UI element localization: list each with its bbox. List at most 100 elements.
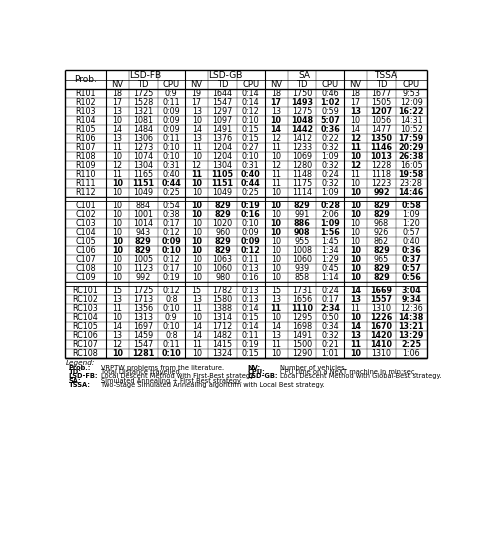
Text: 16:05: 16:05 (400, 161, 422, 170)
Text: 14: 14 (271, 125, 282, 134)
Text: SA: SA (299, 71, 311, 80)
Text: 10: 10 (192, 188, 202, 197)
Text: 0:57: 0:57 (401, 264, 421, 273)
Text: RC103: RC103 (72, 304, 98, 313)
Text: 1528: 1528 (133, 98, 153, 107)
Text: 829: 829 (373, 264, 390, 273)
Text: R111: R111 (75, 179, 96, 188)
Text: RC107: RC107 (72, 340, 98, 349)
Text: 19:58: 19:58 (398, 170, 424, 179)
Text: 10: 10 (192, 313, 202, 322)
Text: 0:15: 0:15 (242, 349, 260, 358)
Text: 11: 11 (271, 170, 281, 179)
Text: 1014: 1014 (133, 219, 153, 228)
Text: 1712: 1712 (213, 322, 233, 331)
Text: 1204: 1204 (213, 143, 233, 152)
Text: SA:: SA: (69, 377, 81, 384)
Text: Local Descent Method with Global-Best strategy.: Local Descent Method with Global-Best st… (280, 374, 442, 379)
Text: 1388: 1388 (213, 304, 233, 313)
Text: 0:14: 0:14 (242, 304, 260, 313)
Text: R104: R104 (75, 116, 96, 125)
Text: 12: 12 (350, 161, 361, 170)
Text: 1081: 1081 (133, 116, 153, 125)
Text: 13: 13 (112, 107, 122, 116)
Text: 0:46: 0:46 (322, 89, 339, 98)
Text: 1304: 1304 (133, 161, 153, 170)
Text: 0:09: 0:09 (162, 116, 180, 125)
Text: 1204: 1204 (213, 152, 233, 161)
Text: 1123: 1123 (133, 264, 153, 273)
Text: 1669: 1669 (371, 286, 393, 295)
Text: 1207: 1207 (371, 107, 393, 116)
Text: 10: 10 (350, 179, 360, 188)
Text: 1:06: 1:06 (402, 349, 420, 358)
Text: 1297: 1297 (213, 107, 233, 116)
Text: 1547: 1547 (133, 340, 153, 349)
Text: 829: 829 (294, 201, 311, 210)
Text: 14: 14 (192, 125, 202, 134)
Text: 14:31: 14:31 (400, 116, 422, 125)
Text: Simulated Annealing + First Best strategy.: Simulated Annealing + First Best strateg… (101, 377, 242, 384)
Text: 11: 11 (192, 304, 202, 313)
Text: R108: R108 (75, 152, 96, 161)
Text: 0:13: 0:13 (242, 264, 260, 273)
Text: 0:45: 0:45 (322, 264, 339, 273)
Text: 10: 10 (271, 273, 281, 282)
Text: 10: 10 (191, 210, 202, 219)
Text: 0:54: 0:54 (162, 201, 180, 210)
Text: 0:10: 0:10 (163, 143, 180, 152)
Text: TD: TD (137, 80, 149, 89)
Text: 0:19: 0:19 (241, 201, 261, 210)
Text: 1048: 1048 (291, 116, 313, 125)
Text: CPU: CPU (163, 80, 180, 89)
Text: 0:56: 0:56 (401, 273, 421, 282)
Text: 10: 10 (271, 152, 281, 161)
Text: 1295: 1295 (292, 313, 312, 322)
Text: 1223: 1223 (372, 179, 392, 188)
Text: 829: 829 (373, 201, 390, 210)
Text: 1491: 1491 (213, 125, 233, 134)
Text: 1310: 1310 (372, 349, 392, 358)
Text: 1005: 1005 (133, 255, 153, 264)
Text: 0:10: 0:10 (242, 219, 260, 228)
Text: 1001: 1001 (133, 210, 153, 219)
Text: RC104: RC104 (72, 313, 98, 322)
Text: R110: R110 (75, 170, 96, 179)
Text: 0:11: 0:11 (242, 255, 260, 264)
Text: 17: 17 (271, 98, 282, 107)
Text: 0:34: 0:34 (322, 322, 339, 331)
Text: 1677: 1677 (372, 89, 392, 98)
Text: 991: 991 (294, 210, 310, 219)
Text: 992: 992 (135, 273, 151, 282)
Text: 1713: 1713 (133, 295, 153, 304)
Text: NV: NV (191, 80, 203, 89)
Text: 10: 10 (112, 313, 122, 322)
Text: 0:19: 0:19 (162, 273, 180, 282)
Text: 0:16: 0:16 (241, 210, 261, 219)
Text: 1:45: 1:45 (322, 237, 339, 246)
Text: 1697: 1697 (133, 322, 153, 331)
Text: R103: R103 (75, 107, 96, 116)
Text: C109: C109 (75, 273, 96, 282)
Text: 1376: 1376 (213, 134, 233, 143)
Text: 0:14: 0:14 (242, 98, 260, 107)
Text: 1412: 1412 (292, 134, 312, 143)
Text: 0:11: 0:11 (163, 340, 180, 349)
Text: 884: 884 (136, 201, 151, 210)
Text: RC102: RC102 (72, 295, 98, 304)
Text: 0:10: 0:10 (161, 246, 181, 255)
Text: 10: 10 (271, 210, 281, 219)
Text: 10: 10 (350, 228, 360, 237)
Text: 1151: 1151 (132, 179, 154, 188)
Text: 1304: 1304 (213, 161, 233, 170)
Text: 939: 939 (294, 264, 310, 273)
Text: 1356: 1356 (133, 304, 153, 313)
Text: 0:40: 0:40 (402, 237, 420, 246)
Text: 829: 829 (373, 210, 390, 219)
Text: 1725: 1725 (133, 286, 153, 295)
Text: 14:46: 14:46 (398, 188, 424, 197)
Text: 0:36: 0:36 (401, 246, 421, 255)
Text: 980: 980 (215, 273, 230, 282)
Text: 1228: 1228 (372, 161, 392, 170)
Text: 18: 18 (350, 89, 360, 98)
